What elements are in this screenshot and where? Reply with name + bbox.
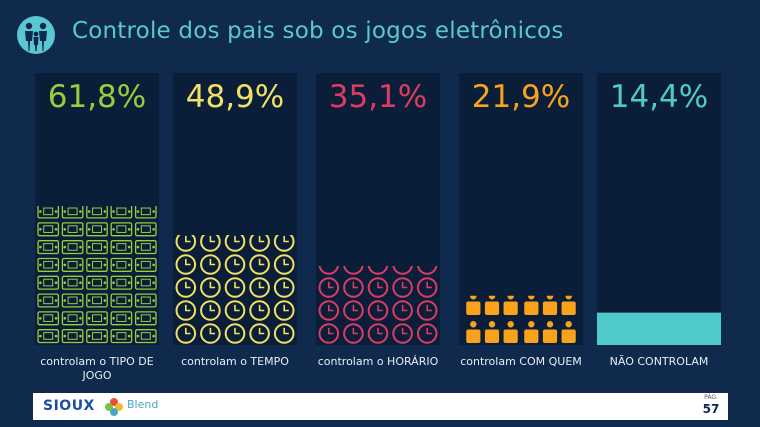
value-label: 48,9% (186, 79, 284, 115)
value-label: 61,8% (48, 79, 146, 115)
page-title: Controle dos pais sob os jogos eletrônic… (72, 18, 564, 44)
bar-panel (316, 73, 440, 345)
value-label: 14,4% (610, 79, 708, 115)
page-number: 57 (702, 402, 720, 416)
category-label: controlam o HORÁRIO (318, 355, 439, 368)
bar (597, 312, 721, 345)
bar (37, 205, 157, 344)
category-label: controlam COM QUEM (460, 355, 582, 368)
category-label: NÃO CONTROLAM (610, 355, 709, 368)
bar (175, 234, 295, 344)
category-label: controlam o TEMPO (181, 355, 289, 368)
family-icon (17, 16, 55, 54)
bar-column: 48,9% controlam o TEMPO (173, 73, 297, 368)
blend-logo: Blend (127, 398, 159, 411)
bar-column: 14,4% NÃO CONTROLAM (597, 73, 721, 368)
bar (466, 295, 576, 343)
blend-logo-icon (105, 398, 123, 416)
sioux-logo: SIOUX (43, 398, 95, 414)
value-label: 35,1% (329, 79, 427, 115)
bar-panel (459, 73, 583, 345)
footer-bar: SIOUX Blend PÁG. 57 (33, 393, 728, 420)
bar-column: 35,1% controlam o HORÁRIO (316, 73, 440, 368)
bar-column: 21,9% controlam COM QUEM (459, 73, 583, 368)
bar-column: 61,8% controlam o TIPO DE JOGO (35, 73, 159, 382)
value-label: 21,9% (472, 79, 570, 115)
bar (318, 266, 438, 344)
category-label: controlam o TIPO DE JOGO (40, 355, 154, 382)
page-label: PÁG. (704, 394, 718, 401)
bar-panel (173, 73, 297, 345)
bar-panel (597, 73, 721, 345)
